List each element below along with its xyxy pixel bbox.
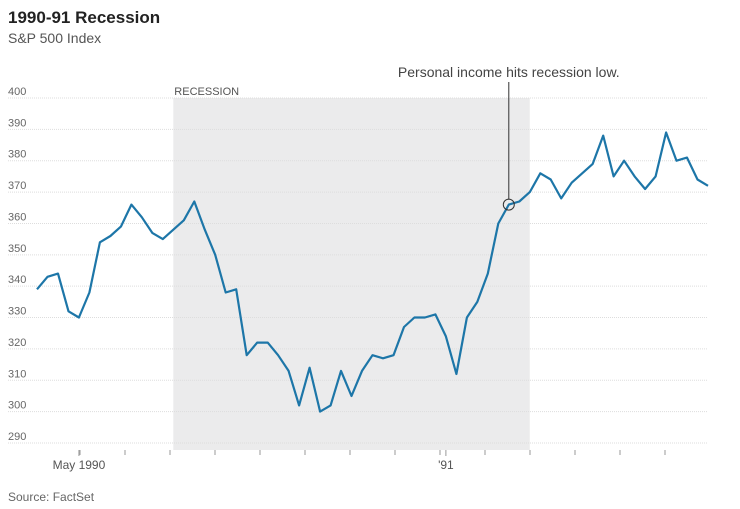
y-tick-label: 400	[8, 86, 26, 98]
annotation-text: Personal income hits recession low.	[398, 64, 620, 80]
y-tick-label: 390	[8, 117, 26, 129]
month-ticks	[79, 450, 666, 455]
recession-shade	[173, 98, 530, 450]
y-tick-label: 350	[8, 243, 26, 255]
chart-subtitle: S&P 500 Index	[8, 30, 101, 46]
y-tick-label: 360	[8, 211, 26, 223]
recession-label: RECESSION	[174, 86, 239, 98]
chart-title: 1990-91 Recession	[8, 8, 160, 27]
y-tick-label: 310	[8, 368, 26, 380]
y-tick-label: 320	[8, 337, 26, 349]
x-tick-label: '91	[438, 458, 454, 472]
y-tick-label: 290	[8, 431, 26, 443]
y-tick-label: 300	[8, 400, 26, 412]
annotation-marker	[502, 198, 515, 211]
x-tick-label: May 1990	[53, 458, 106, 472]
y-tick-label: 370	[8, 180, 26, 192]
y-tick-label: 330	[8, 306, 26, 318]
y-tick-label: 340	[8, 274, 26, 286]
line	[36, 131, 709, 413]
y-tick-label: 380	[8, 149, 26, 161]
source: Source: FactSet	[8, 490, 95, 504]
